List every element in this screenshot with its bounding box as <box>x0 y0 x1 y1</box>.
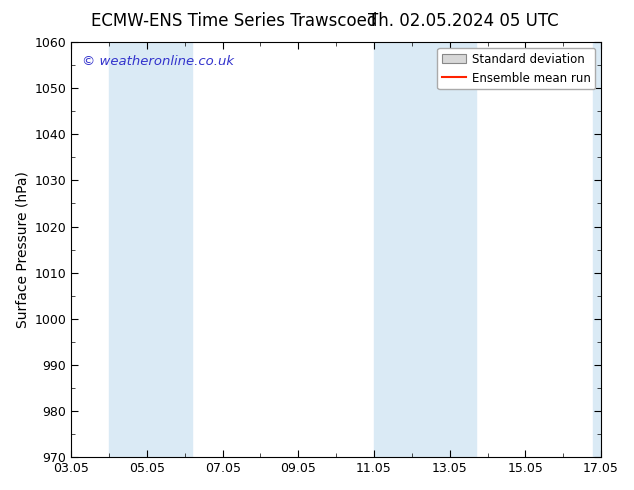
Legend: Standard deviation, Ensemble mean run: Standard deviation, Ensemble mean run <box>437 48 595 89</box>
Text: © weatheronline.co.uk: © weatheronline.co.uk <box>82 54 234 68</box>
Bar <box>593 42 603 457</box>
Bar <box>374 42 476 457</box>
Bar <box>109 42 192 457</box>
Text: Th. 02.05.2024 05 UTC: Th. 02.05.2024 05 UTC <box>368 12 558 30</box>
Text: ECMW-ENS Time Series Trawscoed: ECMW-ENS Time Series Trawscoed <box>91 12 378 30</box>
Y-axis label: Surface Pressure (hPa): Surface Pressure (hPa) <box>15 171 29 328</box>
